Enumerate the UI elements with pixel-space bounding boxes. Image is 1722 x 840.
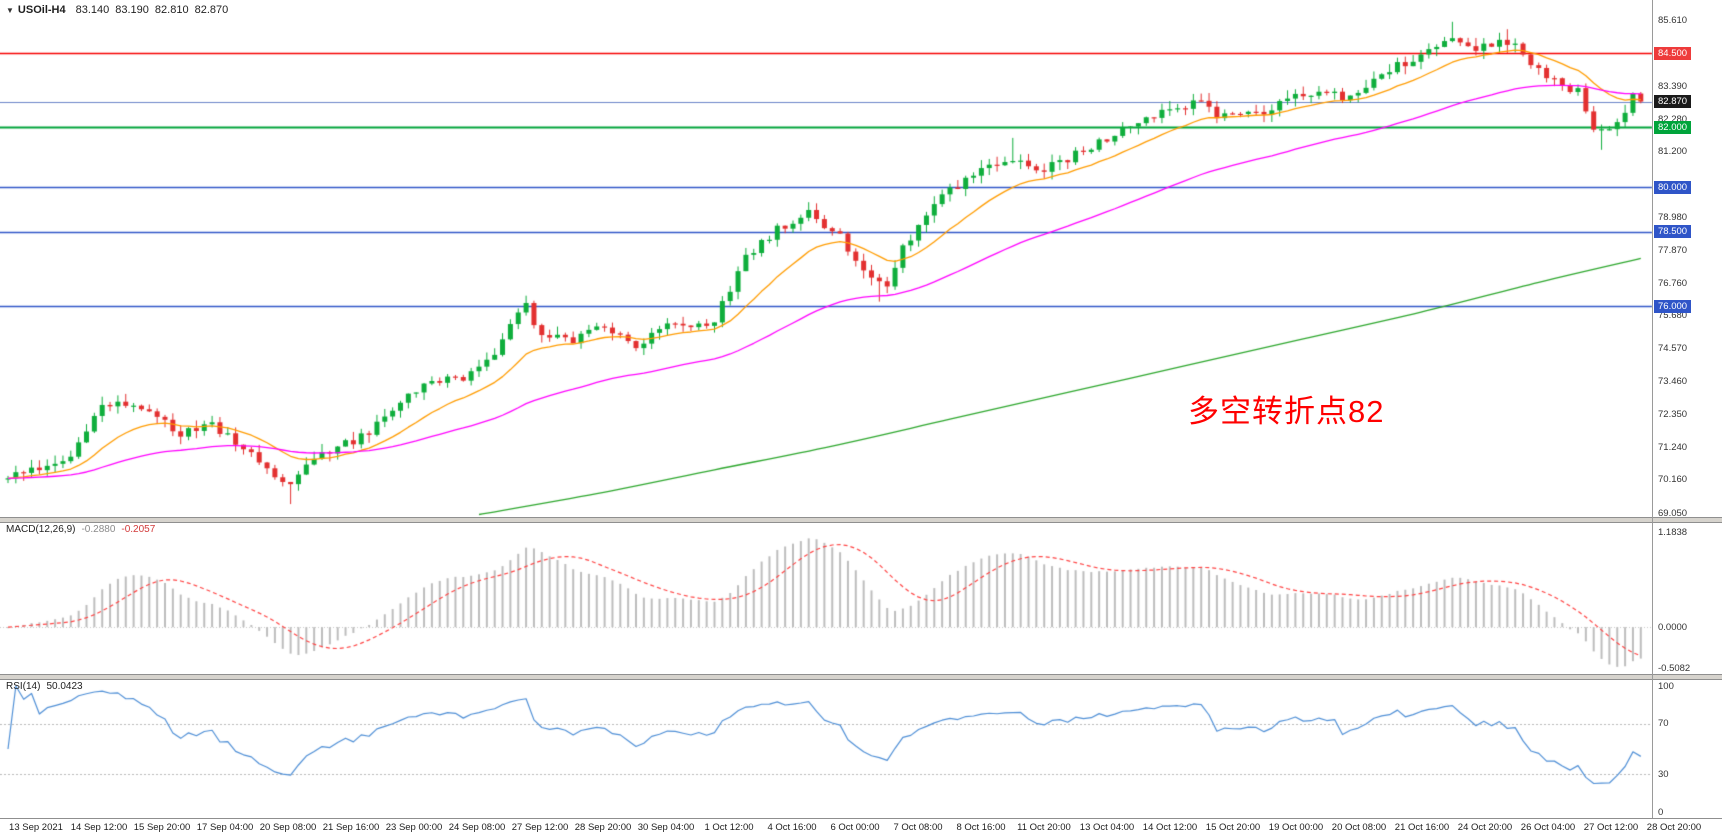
price-scale[interactable]: 85.610 83.390 82.280 81.200 78.980 77.870 76.7… (1653, 0, 1722, 818)
time-axis-label: 26 Oct 04:00 (1520, 822, 1576, 833)
time-axis-label: 20 Sep 08:00 (259, 822, 317, 833)
macd-axis-label: 0.0000 (1658, 621, 1688, 633)
macd-main-value: -0.2880 (81, 524, 116, 535)
macd-axis-label: -0.5082 (1658, 662, 1691, 674)
time-axis-label: 27 Sep 12:00 (511, 822, 569, 833)
time-axis-label: 24 Sep 08:00 (448, 822, 506, 833)
time-axis-label: 6 Oct 00:00 (830, 822, 880, 833)
time-axis-separator (0, 818, 1722, 819)
time-axis-label: 28 Oct 20:00 (1646, 822, 1702, 833)
time-axis-label: 13 Oct 04:00 (1079, 822, 1135, 833)
panel-divider-main-macd[interactable] (0, 517, 1722, 523)
price-tick-label: 77.870 (1658, 244, 1688, 256)
time-axis-label: 8 Oct 16:00 (956, 822, 1006, 833)
time-axis-label: 20 Oct 08:00 (1331, 822, 1387, 833)
time-axis-label: 27 Oct 12:00 (1583, 822, 1639, 833)
rsi-name: RSI(14) (6, 681, 41, 692)
price-tick-label: 72.350 (1658, 409, 1688, 421)
price-tick-label: 83.390 (1658, 80, 1688, 92)
time-axis-label: 13 Sep 2021 (9, 822, 63, 833)
price-tick-label: 73.460 (1658, 376, 1688, 388)
time-axis-label: 23 Sep 00:00 (385, 822, 443, 833)
ohlc-open: 83.140 (75, 4, 110, 16)
price-level-badge: 82.870 (1654, 95, 1692, 109)
macd-name: MACD(12,26,9) (6, 524, 76, 535)
time-axis-label: 15 Oct 20:00 (1205, 822, 1261, 833)
ohlc-close: 82.870 (194, 4, 229, 16)
macd-indicator-label: MACD(12,26,9) -0.2880 -0.2057 (6, 524, 155, 535)
price-level-badge: 84.500 (1654, 46, 1692, 60)
price-tick-label: 78.980 (1658, 211, 1688, 223)
price-level-badge: 80.000 (1654, 180, 1692, 194)
price-tick-label: 85.610 (1658, 14, 1688, 26)
chart-annotation-text: 多空转折点82 (1188, 394, 1385, 429)
price-tick-label: 82.280 (1658, 113, 1688, 125)
time-axis-label: 15 Sep 20:00 (133, 822, 191, 833)
price-tick-label: 76.760 (1658, 277, 1688, 289)
time-axis-label: 28 Sep 20:00 (574, 822, 632, 833)
macd-signal-value: -0.2057 (121, 524, 156, 535)
time-axis-label: 14 Oct 12:00 (1142, 822, 1198, 833)
time-axis-label: 21 Oct 16:00 (1394, 822, 1450, 833)
price-tick-label: 70.160 (1658, 474, 1688, 486)
price-level-badge: 78.500 (1654, 225, 1692, 239)
time-axis-label: 30 Sep 04:00 (637, 822, 695, 833)
time-axis-label: 11 Oct 20:00 (1017, 822, 1071, 833)
ohlc-low: 82.810 (154, 4, 189, 16)
rsi-indicator-label: RSI(14) 50.0423 (6, 681, 83, 692)
rsi-axis-label: 70 (1658, 718, 1669, 730)
price-tick-label: 71.240 (1658, 442, 1688, 454)
price-level-badge: 76.000 (1654, 299, 1692, 313)
rsi-value: 50.0423 (46, 681, 83, 692)
time-axis-label: 4 Oct 16:00 (767, 822, 817, 833)
chart-header: ▼ USOil-H4 83.140 83.190 82.810 82.870 (6, 4, 228, 16)
price-tick-label: 69.050 (1658, 507, 1688, 519)
price-level-badge: 82.000 (1654, 120, 1692, 134)
time-axis-label: 1 Oct 12:00 (704, 822, 754, 833)
time-axis-label: 14 Sep 12:00 (70, 822, 128, 833)
time-axis-label: 24 Oct 20:00 (1457, 822, 1513, 833)
rsi-axis-label: 30 (1658, 768, 1669, 780)
rsi-axis-label: 100 (1658, 680, 1674, 692)
price-tick-label: 81.200 (1658, 145, 1688, 157)
price-tick-label: 74.570 (1658, 343, 1688, 355)
price-scale-separator (1652, 0, 1653, 818)
symbol-title: USOil-H4 (17, 4, 66, 16)
price-tick-label: 75.680 (1658, 310, 1688, 322)
rsi-axis-label: 0 (1658, 806, 1664, 818)
time-axis[interactable]: 13 Sep 2021 14 Sep 12:00 15 Sep 20:00 17 Se… (0, 822, 1722, 838)
time-axis-label: 19 Oct 00:00 (1268, 822, 1324, 833)
macd-axis-label: 1.1838 (1658, 526, 1688, 538)
time-axis-label: 7 Oct 08:00 (893, 822, 943, 833)
time-axis-label: 17 Sep 04:00 (196, 822, 254, 833)
collapse-triangle-icon[interactable]: ▼ (6, 6, 14, 15)
panel-divider-macd-rsi[interactable] (0, 674, 1722, 680)
ohlc-high: 83.190 (115, 4, 149, 16)
time-axis-label: 21 Sep 16:00 (322, 822, 380, 833)
